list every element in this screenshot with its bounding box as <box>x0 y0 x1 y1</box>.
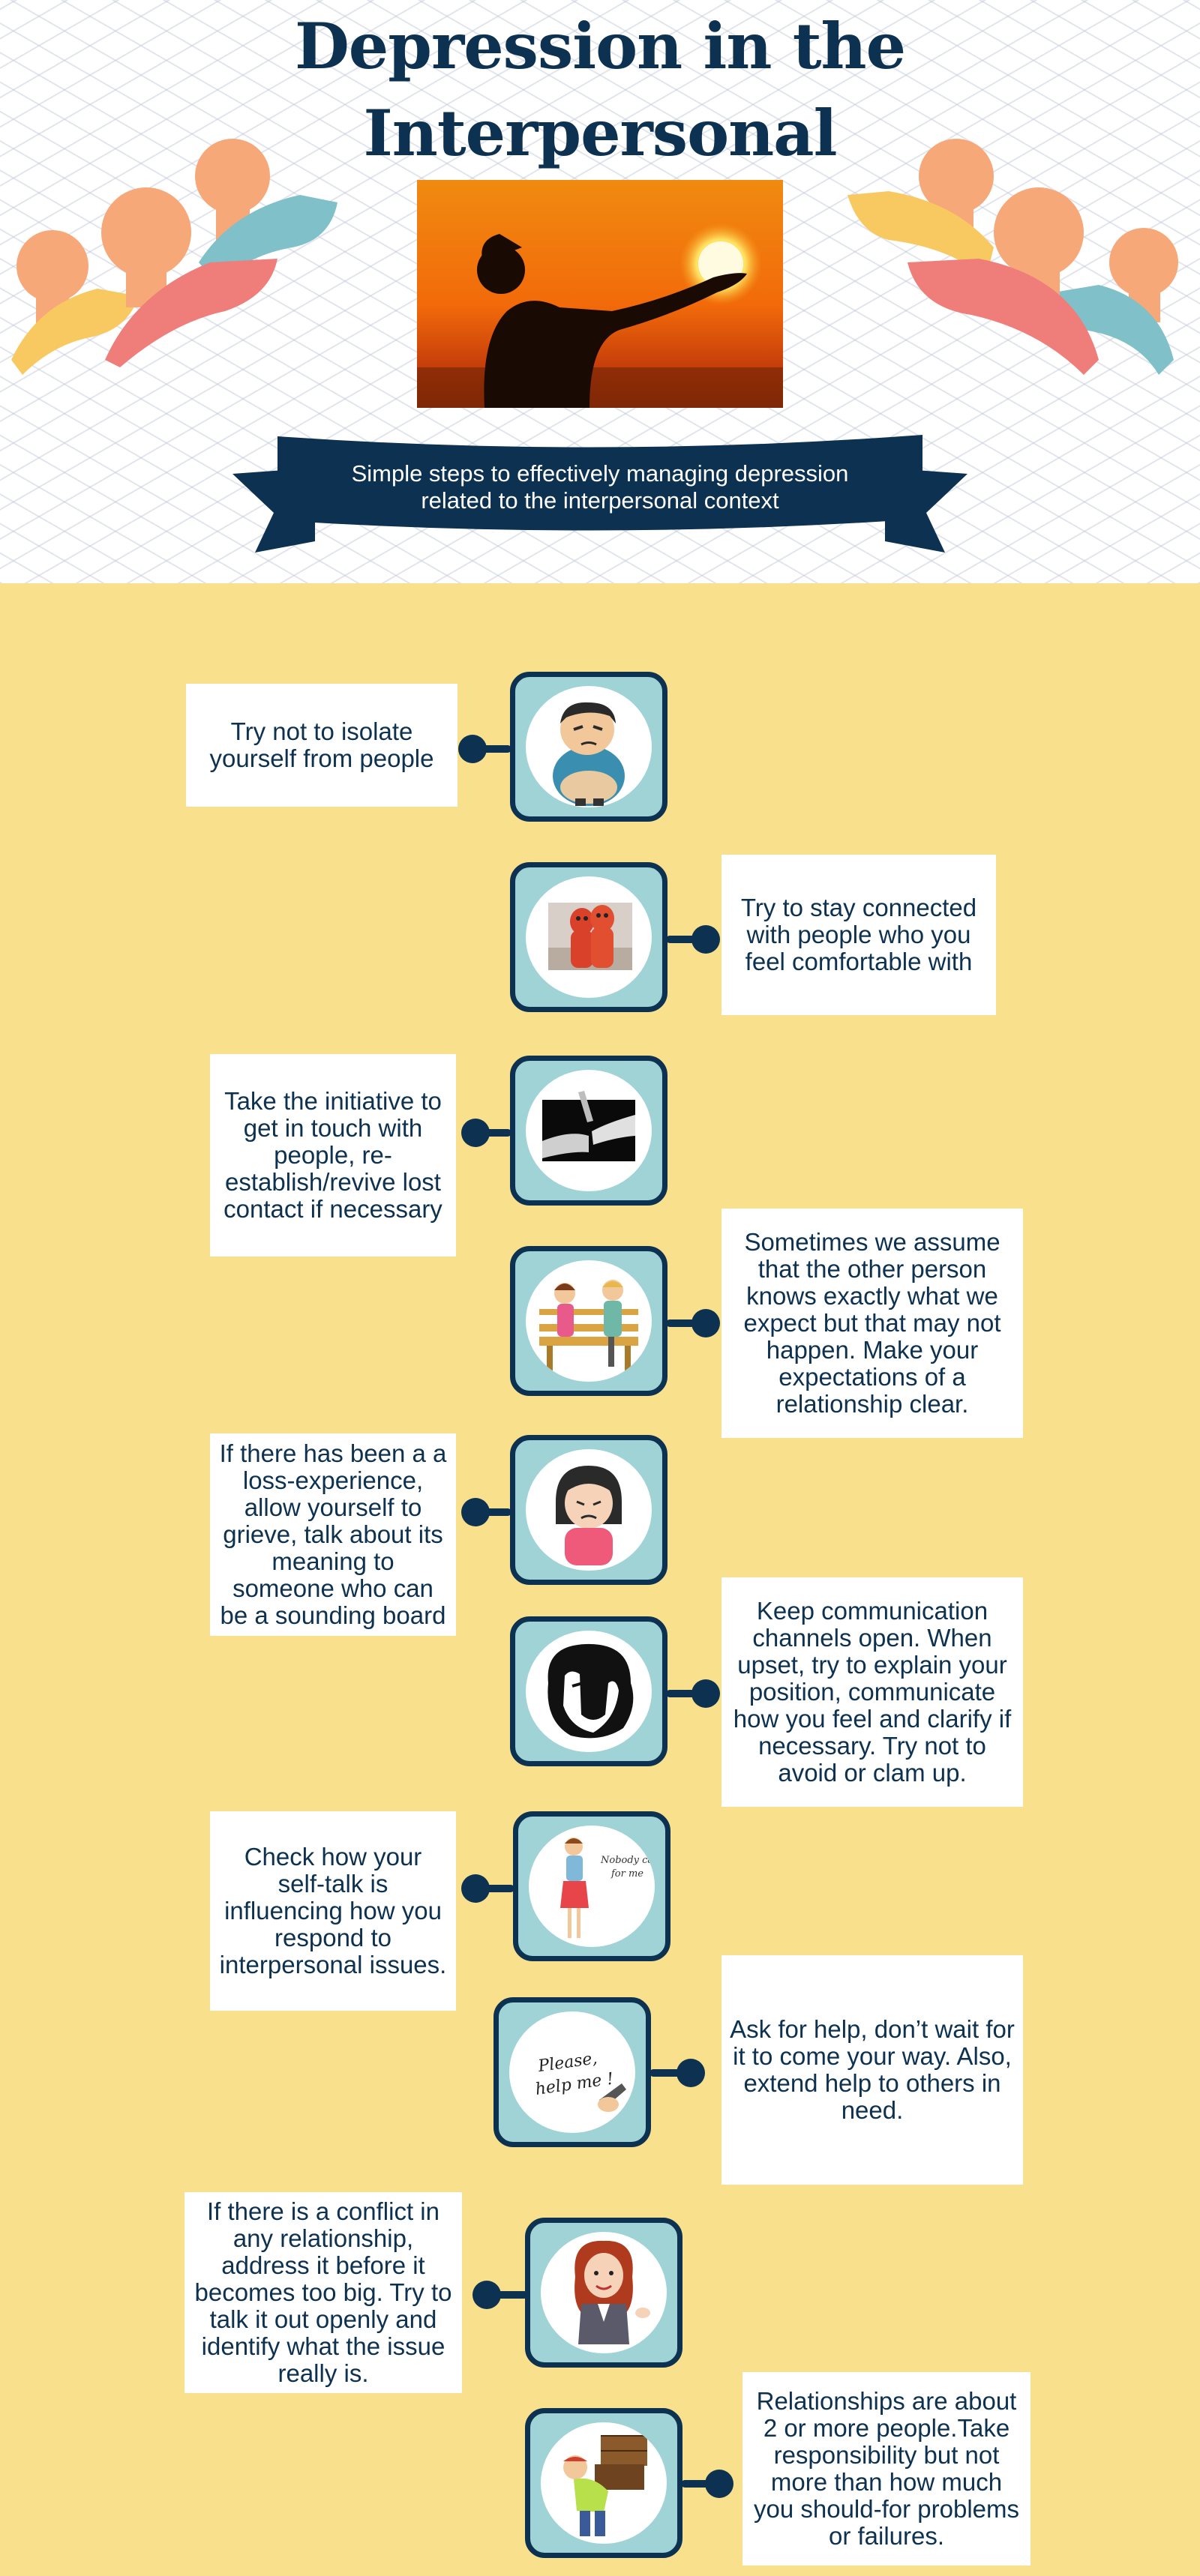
step-card-8: Ask for help, don’t wait for it to come … <box>722 1955 1023 2185</box>
step-connector-dot-6 <box>692 1679 720 1708</box>
step-illustration-frame-8: Please, help me ! <box>494 1997 651 2147</box>
step-illustration-frame-2 <box>510 862 668 1012</box>
banner-subtitle: Simple steps to effectively managing dep… <box>315 460 885 514</box>
businesswoman-icon <box>574 2240 650 2344</box>
step-illustration-frame-4 <box>510 1246 668 1396</box>
step-connector-3 <box>476 1129 512 1137</box>
people-group-left-icon <box>11 139 338 375</box>
ribbon-banner <box>232 435 968 553</box>
step-illustration-frame-7: Nobody cares for me <box>513 1811 670 1961</box>
step-connector-dot-10 <box>705 2470 734 2498</box>
step-illustration-frame-1 <box>510 672 668 822</box>
red-figures-hugging-icon <box>548 903 632 970</box>
step-illustration-frame-6 <box>510 1616 668 1766</box>
banner-line-1: Simple steps to effectively managing dep… <box>351 460 849 487</box>
step-illustration-frame-9 <box>525 2218 682 2368</box>
sad-woman-icon <box>556 1466 622 1565</box>
step-connector-10 <box>681 2480 722 2488</box>
title-line-1: Depression in the <box>294 9 906 83</box>
man-carrying-boxes-icon <box>563 2435 647 2536</box>
step-connector-2 <box>666 936 705 943</box>
step-connector-4 <box>666 1319 705 1327</box>
step-card-9: If there is a conflict in any relationsh… <box>184 2192 462 2393</box>
step-connector-dot-2 <box>692 925 720 954</box>
sunset-silhouette-image <box>417 180 783 408</box>
self-talk-caption-1: Nobody cares <box>600 1855 655 1866</box>
self-talk-caption-2: for me <box>610 1868 644 1880</box>
step-connector-1 <box>472 745 512 753</box>
banner-line-2: related to the interpersonal context <box>421 487 779 514</box>
step-card-3: Take the initiative to get in touch with… <box>210 1054 456 1257</box>
step-connector-dot-8 <box>676 2059 705 2087</box>
hands-touching-icon <box>542 1091 635 1161</box>
step-card-6: Keep communication channels open. When u… <box>722 1577 1023 1807</box>
step-card-4: Sometimes we assume that the other perso… <box>722 1209 1023 1438</box>
step-card-5: If there has been a a loss-experience, a… <box>210 1433 456 1636</box>
step-connector-7 <box>476 1885 514 1892</box>
step-card-10: Relationships are about 2 or more people… <box>742 2372 1030 2566</box>
header-section: Depression in the Interpersonal context <box>0 0 1200 583</box>
woman-portrait-icon <box>548 1643 634 1739</box>
help-note-line-1: Please, <box>536 2049 598 2076</box>
step-card-2: Try to stay connected with people who yo… <box>722 855 996 1015</box>
step-illustration-frame-10 <box>525 2408 682 2558</box>
step-card-7: Check how your self-talk is influencing … <box>210 1811 456 2011</box>
step-connector-9 <box>488 2291 528 2299</box>
step-card-1: Try not to isolate yourself from people <box>186 684 458 807</box>
step-connector-dot-4 <box>692 1309 720 1337</box>
people-group-right-icon <box>848 139 1178 375</box>
step-illustration-frame-5 <box>510 1435 668 1585</box>
step-connector-5 <box>476 1508 512 1516</box>
please-help-me-note-icon: Please, help me ! <box>534 2049 626 2112</box>
self-talk-woman-icon: Nobody cares for me <box>560 1838 655 1938</box>
step-connector-8 <box>650 2069 690 2077</box>
step-illustration-frame-3 <box>510 1056 668 1206</box>
step-connector-6 <box>666 1690 705 1697</box>
lonely-man-icon <box>553 702 625 806</box>
couple-on-bench-icon <box>539 1280 638 1373</box>
